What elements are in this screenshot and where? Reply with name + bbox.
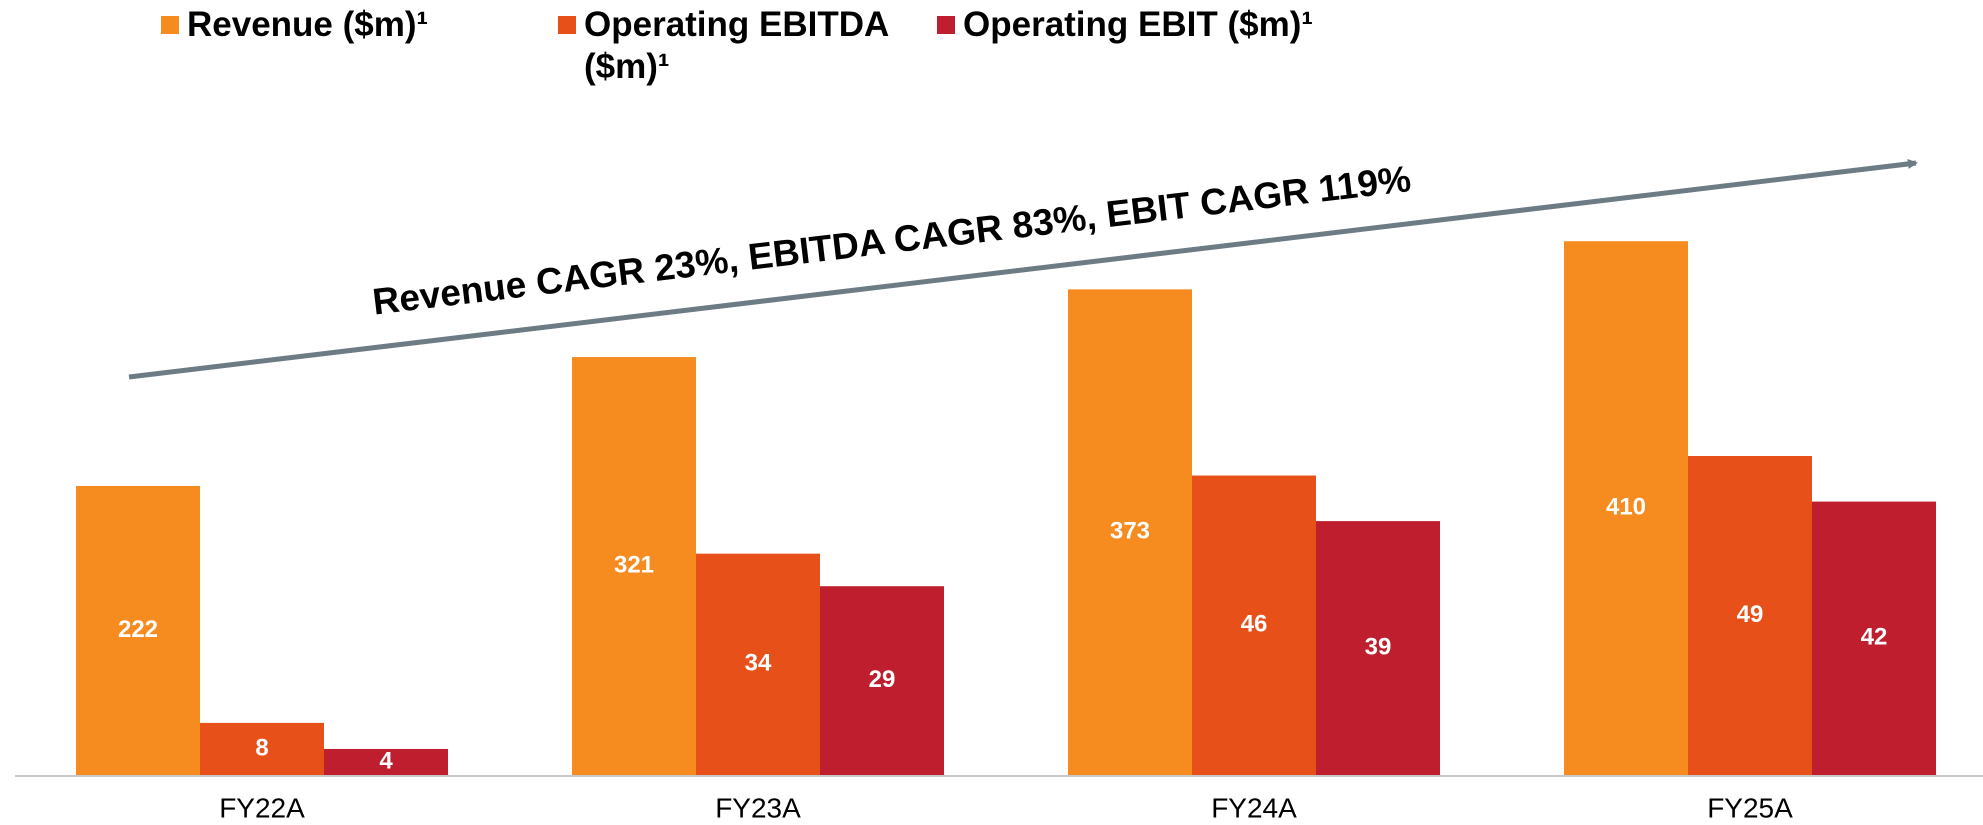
x-tick-label: FY23A <box>715 792 801 823</box>
bar <box>1192 475 1316 775</box>
value-label: 29 <box>869 666 896 693</box>
bar <box>324 748 448 775</box>
trend-arrow <box>128 158 1918 380</box>
value-label: 4 <box>379 747 393 774</box>
value-label: 222 <box>118 616 158 643</box>
legend-label: Operating EBITDA ($m)¹ <box>584 5 888 86</box>
bar <box>200 722 324 775</box>
bar <box>76 485 200 775</box>
legend-label: Revenue ($m)¹ <box>187 5 429 44</box>
bar <box>1688 456 1812 775</box>
x-tick-label: FY22A <box>219 792 305 823</box>
value-label: 42 <box>1861 624 1888 651</box>
value-label: 8 <box>255 734 268 761</box>
bar <box>820 586 944 775</box>
bar <box>1564 241 1688 775</box>
legend-label: Operating EBIT ($m)¹ <box>963 5 1314 44</box>
bar <box>696 553 820 775</box>
value-label: 49 <box>1737 601 1764 628</box>
bar <box>1068 289 1192 775</box>
value-label: 321 <box>614 551 654 578</box>
value-label: 34 <box>745 650 772 677</box>
legend-swatch <box>558 16 576 34</box>
x-tick-label: FY24A <box>1211 792 1297 823</box>
x-tick-label: FY25A <box>1707 792 1793 823</box>
value-label: 46 <box>1241 611 1268 638</box>
legend-item: Operating EBIT ($m)¹ <box>937 4 1497 46</box>
value-label: 39 <box>1365 633 1392 660</box>
value-label: 410 <box>1606 493 1646 520</box>
legend-swatch <box>937 16 955 34</box>
bar <box>572 357 696 775</box>
bar <box>1316 521 1440 775</box>
legend-item: Revenue ($m)¹ <box>161 4 541 46</box>
legend-item: Operating EBITDA ($m)¹ <box>558 4 888 88</box>
bar <box>1812 501 1936 775</box>
value-label: 373 <box>1110 518 1150 545</box>
legend-swatch <box>161 16 179 34</box>
